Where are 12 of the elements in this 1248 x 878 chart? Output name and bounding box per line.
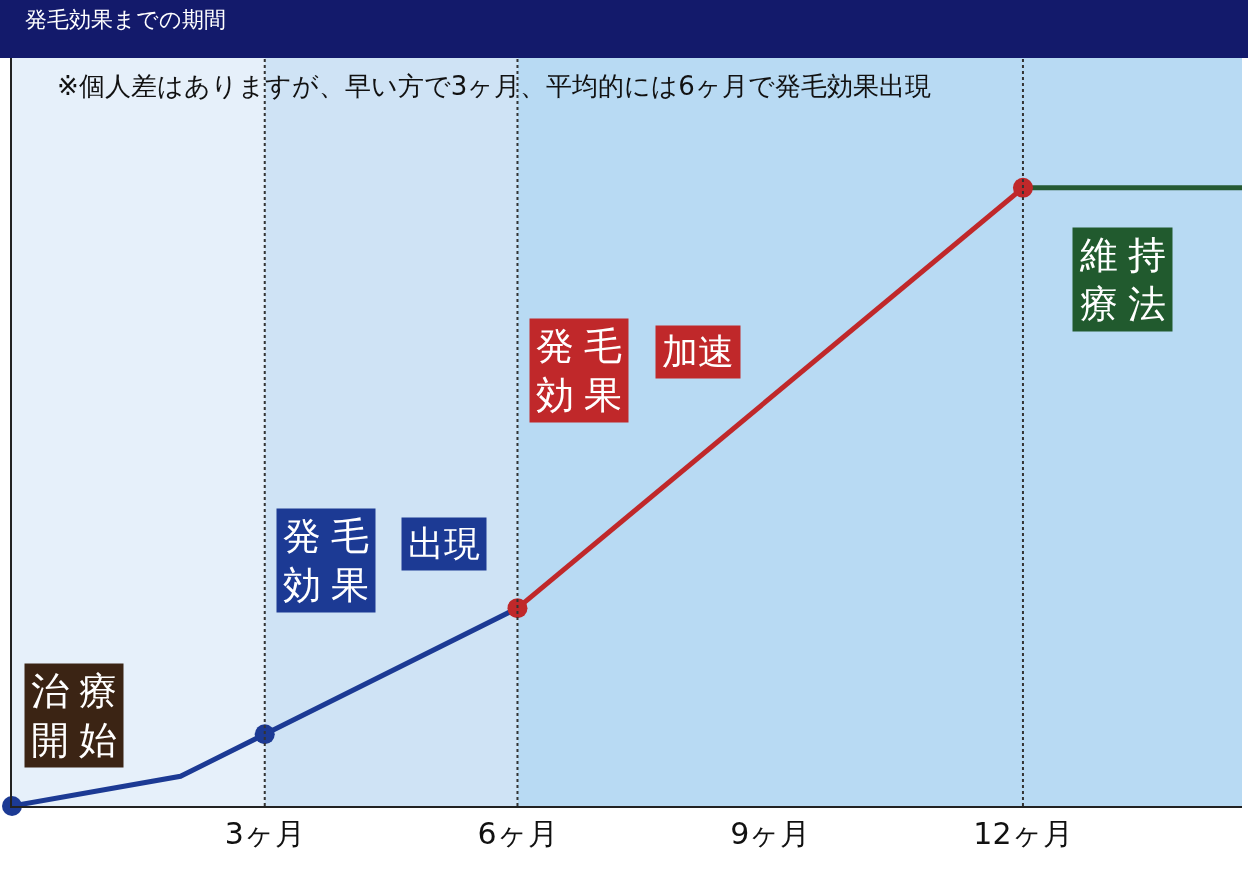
annotation: 維 持療 法 bbox=[1079, 234, 1166, 326]
chart-title: 発毛効果までの期間 bbox=[24, 7, 226, 33]
text: ※個人差はありますが、早い方で3ヶ月、平均的には6ヶ月で発毛効果出現 bbox=[57, 71, 931, 101]
annotation: 発 毛効 果 bbox=[283, 515, 369, 607]
x-tick-label: 3ヶ月 bbox=[224, 816, 305, 851]
x-tick-label: 9ヶ月 bbox=[730, 816, 811, 851]
annotation: 治 療開 始 bbox=[31, 670, 117, 762]
annotation: 発 毛効 果 bbox=[536, 325, 622, 417]
x-tick-label: 12ヶ月 bbox=[973, 816, 1073, 851]
annotation: 加速 bbox=[662, 332, 734, 372]
annotation: 出現 bbox=[408, 524, 480, 564]
x-tick-label: 6ヶ月 bbox=[477, 816, 558, 851]
